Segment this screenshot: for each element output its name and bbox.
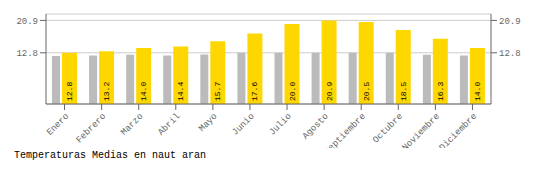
- svg-text:15.7: 15.7: [213, 82, 222, 101]
- svg-text:Junio: Junio: [230, 112, 256, 138]
- svg-text:16.3: 16.3: [436, 82, 445, 101]
- svg-text:14.4: 14.4: [176, 82, 185, 101]
- svg-text:Enero: Enero: [45, 112, 71, 138]
- svg-text:20.9: 20.9: [499, 17, 521, 27]
- svg-text:17.6: 17.6: [250, 82, 259, 101]
- svg-text:Mayo: Mayo: [197, 112, 219, 134]
- svg-text:20.0: 20.0: [288, 82, 297, 101]
- svg-text:14.0: 14.0: [139, 82, 148, 101]
- svg-text:Diciembre: Diciembre: [438, 112, 479, 148]
- svg-text:Septiembre: Septiembre: [323, 112, 368, 148]
- svg-text:Octubre: Octubre: [371, 112, 405, 146]
- svg-text:20.5: 20.5: [362, 82, 371, 101]
- svg-text:Agosto: Agosto: [301, 112, 331, 142]
- svg-text:12.8: 12.8: [65, 82, 74, 101]
- svg-text:Marzo: Marzo: [119, 112, 145, 138]
- svg-text:Febrero: Febrero: [74, 112, 108, 146]
- svg-text:20.9: 20.9: [325, 82, 334, 101]
- svg-text:Julio: Julio: [268, 112, 294, 138]
- svg-text:Noviembre: Noviembre: [401, 112, 442, 148]
- svg-text:12.8: 12.8: [499, 49, 521, 59]
- svg-text:Abril: Abril: [156, 112, 182, 138]
- svg-text:20.9: 20.9: [16, 17, 38, 27]
- svg-text:18.5: 18.5: [399, 82, 408, 101]
- svg-text:14.0: 14.0: [473, 82, 482, 101]
- html-text:Temperaturas Medias en naut ar: Temperaturas Medias en naut aran: [14, 150, 206, 161]
- svg-text:12.8: 12.8: [16, 49, 38, 59]
- svg-text:13.2: 13.2: [102, 82, 111, 101]
